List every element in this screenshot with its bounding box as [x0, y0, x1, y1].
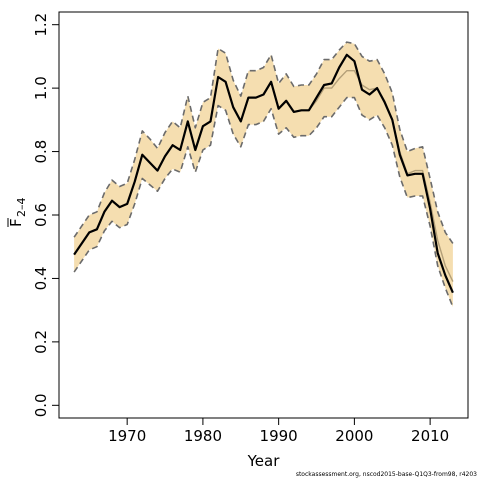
ci-upper-dashed-line — [73, 41, 454, 244]
ci-lower-dashed-line — [73, 96, 454, 308]
x-axis: 1970 1980 1990 2000 2010 — [108, 417, 449, 445]
confidence-band — [74, 42, 453, 307]
y-tick-label: 0.4 — [32, 267, 50, 291]
x-tick-label: 1990 — [260, 427, 298, 445]
y-tick-label: 1.2 — [32, 13, 50, 37]
x-axis-title: Year — [247, 452, 281, 470]
y-axis-title: F2–4 — [7, 198, 28, 227]
y-tick-label: 0.0 — [32, 393, 50, 417]
y-axis-title-subscript: 2–4 — [15, 198, 28, 218]
y-axis-title-symbol: F — [7, 218, 25, 227]
y-axis: 0.0 0.2 0.4 0.6 0.8 1.0 1.2 — [32, 13, 60, 417]
footer-credit: stockassessment.org, nscod2015-base-Q1Q3… — [295, 471, 477, 478]
y-tick-label: 0.2 — [32, 330, 50, 354]
y-tick-label: 0.8 — [32, 140, 50, 164]
x-tick-label: 1970 — [108, 427, 146, 445]
fbar-estimate-line — [73, 53, 454, 294]
y-tick-label: 1.0 — [32, 76, 50, 100]
chart-plot-area — [73, 41, 454, 308]
x-tick-label: 1980 — [184, 427, 222, 445]
y-tick-label: 0.6 — [32, 203, 50, 227]
x-tick-label: 2000 — [335, 427, 373, 445]
x-tick-label: 2010 — [411, 427, 449, 445]
